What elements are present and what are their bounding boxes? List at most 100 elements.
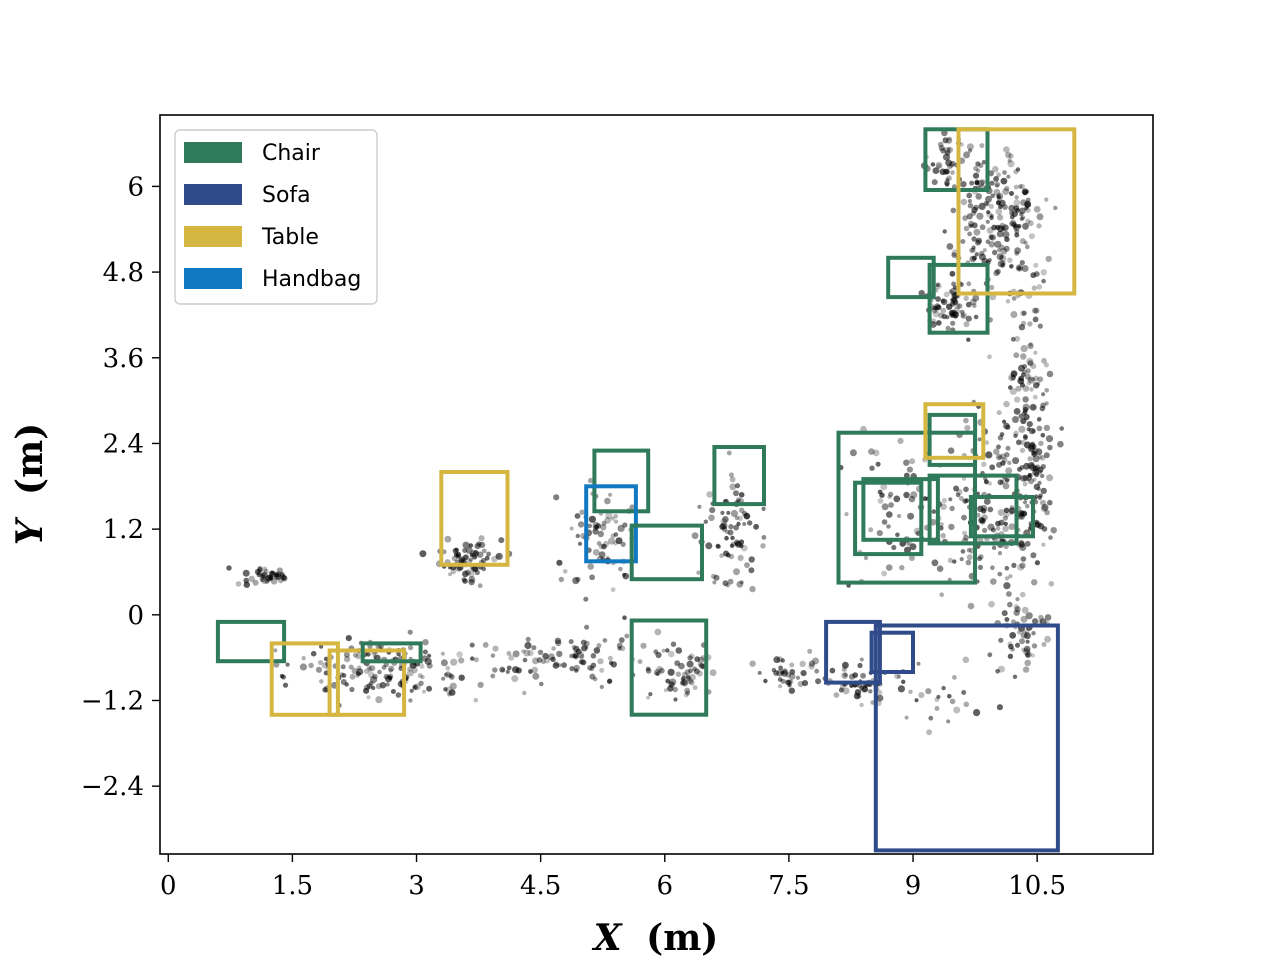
- data-point: [908, 555, 915, 561]
- data-point: [470, 656, 475, 661]
- data-point: [744, 562, 750, 568]
- data-point: [461, 577, 467, 582]
- data-point: [606, 679, 612, 684]
- data-point: [1007, 160, 1015, 168]
- data-point: [407, 666, 412, 672]
- table-box: [439, 470, 510, 567]
- data-point: [598, 543, 605, 550]
- table-box: [327, 648, 407, 717]
- data-point: [1008, 374, 1016, 382]
- data-point: [1030, 363, 1037, 370]
- data-point: [525, 636, 531, 642]
- legend-entry-handbag: Handbag: [184, 267, 361, 292]
- data-point: [478, 535, 485, 542]
- data-point: [388, 668, 394, 673]
- data-point: [352, 652, 358, 658]
- data-point: [857, 662, 863, 669]
- data-point: [1025, 652, 1031, 658]
- data-point: [897, 514, 902, 518]
- data-point: [645, 667, 652, 674]
- data-point: [738, 539, 745, 545]
- data-point: [728, 524, 734, 530]
- data-point: [1018, 413, 1024, 419]
- data-point: [931, 559, 939, 567]
- data-point: [945, 137, 953, 144]
- data-point: [1004, 452, 1010, 458]
- x-tick-label: 0: [160, 871, 177, 901]
- data-point: [1004, 478, 1010, 483]
- data-point: [843, 672, 848, 678]
- data-point: [1022, 369, 1027, 375]
- data-point: [1022, 666, 1030, 673]
- data-point: [985, 451, 993, 459]
- data-point: [876, 694, 884, 702]
- y-tick-label: −1.2: [81, 686, 144, 716]
- data-point: [577, 541, 583, 546]
- data-point: [473, 550, 479, 556]
- data-point: [949, 505, 955, 512]
- data-point: [936, 164, 942, 169]
- data-point: [648, 692, 653, 697]
- x-tick-label: 4.5: [520, 871, 561, 901]
- data-point: [711, 573, 717, 580]
- data-point: [733, 539, 740, 546]
- data-point: [468, 557, 474, 562]
- data-point: [366, 683, 373, 689]
- data-point: [946, 175, 952, 181]
- data-point: [355, 653, 362, 660]
- data-point: [997, 260, 1005, 268]
- data-point: [1010, 336, 1016, 342]
- data-point: [1029, 387, 1034, 392]
- data-point: [1013, 609, 1020, 616]
- data-point: [248, 575, 255, 583]
- data-point: [986, 210, 991, 215]
- data-point: [1019, 562, 1026, 569]
- data-point: [499, 666, 506, 673]
- data-point: [879, 492, 885, 498]
- data-point: [876, 689, 883, 696]
- plot-frame: [159, 114, 1154, 855]
- data-point: [977, 437, 982, 442]
- data-point: [422, 639, 429, 646]
- data-point: [315, 666, 323, 673]
- data-point: [996, 253, 1004, 261]
- data-point: [1031, 285, 1038, 291]
- data-point: [607, 655, 613, 661]
- data-point: [366, 664, 372, 670]
- data-point: [995, 183, 1000, 188]
- data-point: [419, 663, 425, 669]
- data-point: [966, 213, 973, 220]
- data-point: [967, 203, 974, 209]
- data-point: [427, 653, 432, 658]
- data-point: [593, 647, 601, 654]
- data-point: [841, 672, 848, 679]
- data-point: [901, 679, 906, 684]
- data-point: [1024, 200, 1032, 208]
- data-point: [872, 449, 880, 457]
- data-point: [914, 698, 919, 703]
- data-point: [486, 551, 491, 557]
- data-point: [600, 524, 607, 531]
- data-point: [1037, 466, 1044, 473]
- data-point: [426, 685, 433, 692]
- data-point: [522, 690, 527, 696]
- data-point: [444, 535, 452, 543]
- data-point: [490, 673, 496, 679]
- data-point: [959, 557, 964, 562]
- data-point: [990, 578, 997, 585]
- data-point: [985, 195, 992, 203]
- data-point: [934, 282, 942, 290]
- data-point: [888, 502, 894, 508]
- data-point: [450, 568, 457, 575]
- data-point: [580, 639, 587, 646]
- data-point: [556, 559, 563, 566]
- data-point: [954, 303, 961, 310]
- data-point: [1000, 247, 1008, 255]
- data-point: [414, 683, 421, 691]
- data-point: [972, 303, 977, 309]
- data-point: [1059, 426, 1064, 431]
- data-point: [918, 692, 925, 699]
- chair-box: [629, 618, 709, 717]
- data-point: [952, 675, 957, 680]
- data-point: [667, 685, 674, 692]
